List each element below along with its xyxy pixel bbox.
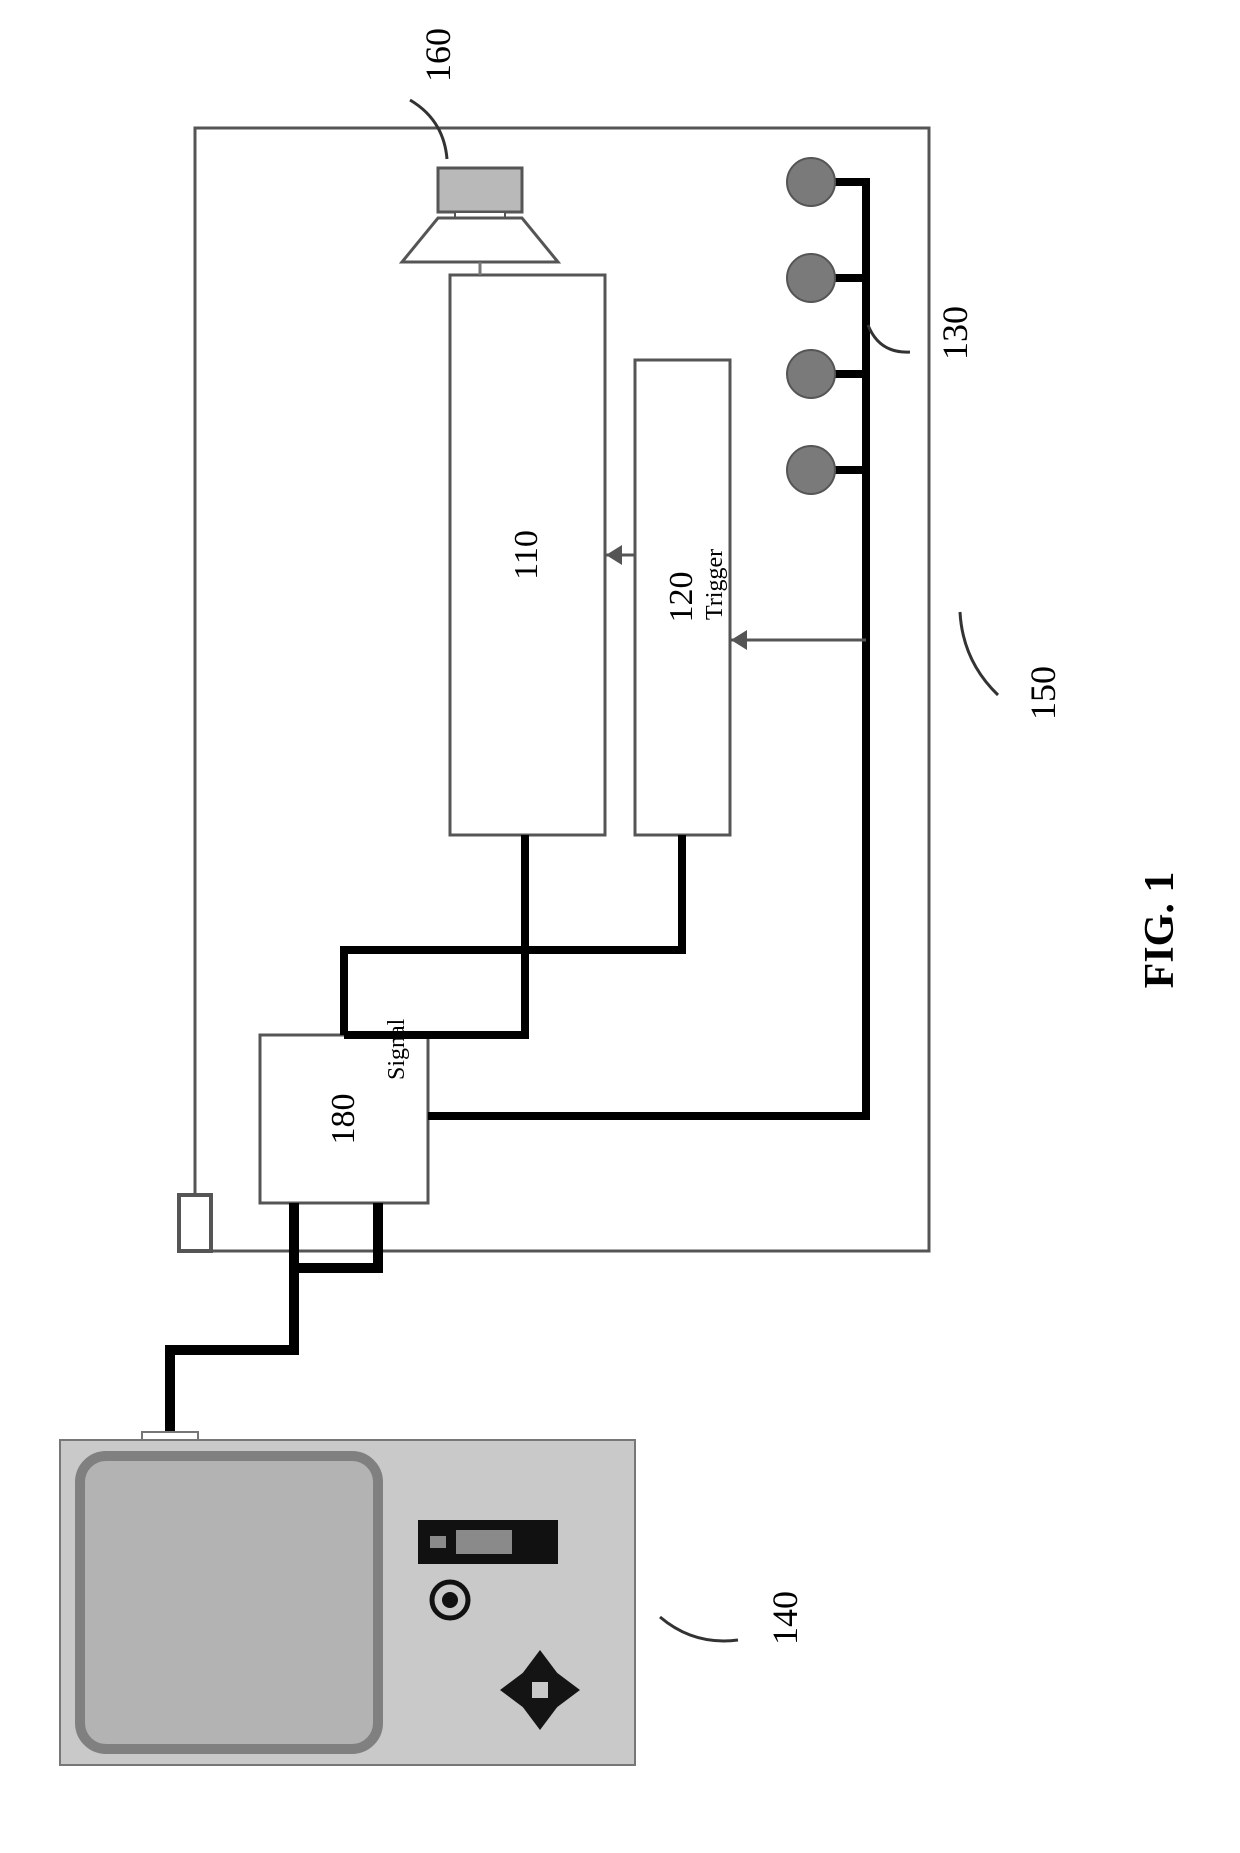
- ref-140: 140: [764, 1591, 806, 1645]
- ref-160: 160: [417, 28, 459, 82]
- console-port: [142, 1432, 198, 1440]
- speaker-base: [438, 168, 522, 212]
- card-slot-inner: [456, 1530, 512, 1554]
- sensor-node: [787, 350, 835, 398]
- leader-150: [960, 612, 998, 695]
- leader-140: [660, 1617, 738, 1641]
- sensor-node: [787, 446, 835, 494]
- card-slot-notch: [430, 1536, 446, 1548]
- label-120: 120: [663, 572, 701, 623]
- label-signal: Signal: [384, 1019, 411, 1080]
- sensor-node: [787, 158, 835, 206]
- figure-caption: FIG. 1: [1136, 872, 1184, 989]
- main-module-port: [179, 1195, 211, 1251]
- label-trigger: Trigger: [702, 549, 729, 620]
- console-screen: [80, 1456, 378, 1749]
- figure-stage: [0, 0, 1240, 1853]
- ref-130: 130: [934, 306, 976, 360]
- label-180: 180: [325, 1094, 363, 1145]
- aux-button-dot: [442, 1592, 458, 1608]
- label-110: 110: [508, 530, 546, 580]
- sensor-node: [787, 254, 835, 302]
- ref-150: 150: [1022, 666, 1064, 720]
